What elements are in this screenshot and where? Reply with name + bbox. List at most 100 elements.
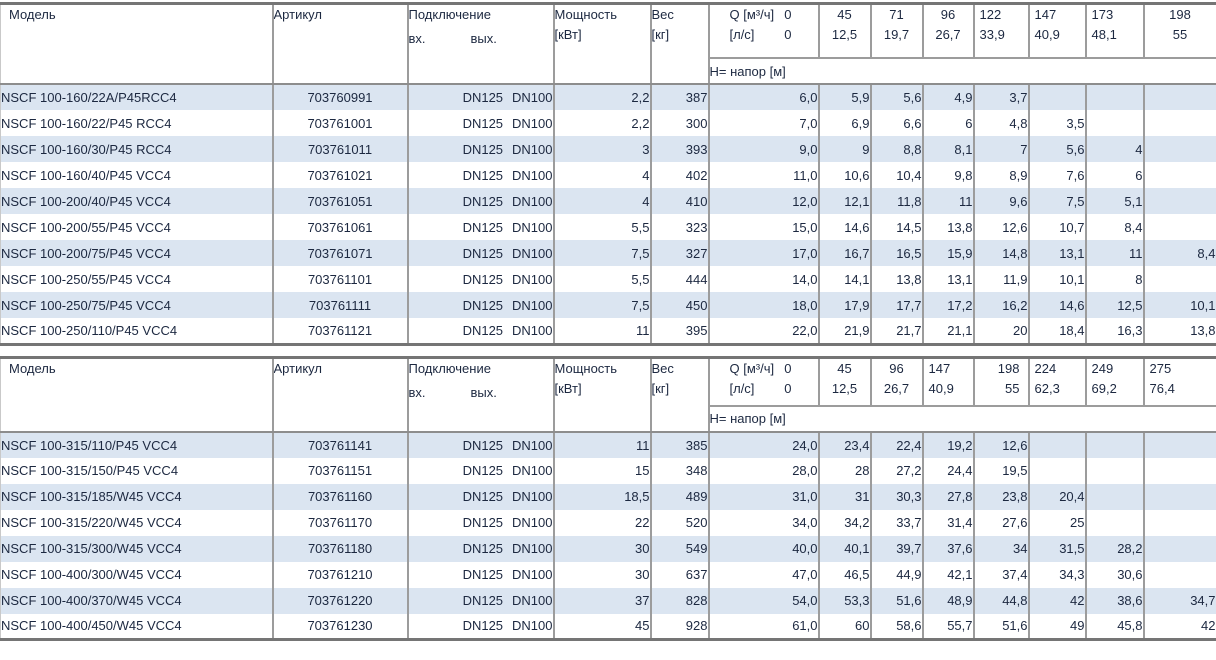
head-value-cell: 61,0	[707, 613, 819, 640]
col-header-model: Модель	[0, 3, 273, 85]
dn-outlet-value: DN100	[512, 245, 553, 261]
q-m3h-zero: 0	[784, 360, 792, 376]
head-value-cell: 12,6	[972, 431, 1029, 458]
head-value-cell: 7,0	[707, 110, 819, 136]
head-value-cell: 9,8	[921, 162, 974, 188]
head-value-cell: 44,9	[869, 561, 923, 588]
model-cell: NSCF 100-200/55/P45 VCC4	[1, 219, 171, 235]
dn-outlet-value: DN100	[512, 297, 553, 313]
head-value-cell: 24,4	[921, 457, 974, 484]
head-value-cell: 8	[1084, 266, 1144, 292]
weight-cell: 387	[649, 84, 709, 110]
power-cell: 45	[552, 613, 651, 640]
head-value-cell: 45,8	[1084, 613, 1144, 640]
q-ls-value: 26,7	[935, 27, 961, 42]
table-row: NSCF 100-315/110/P45 VCC4 703761141 DN125 D…	[0, 431, 1216, 458]
head-value-cell	[1084, 483, 1144, 510]
head-value-cell: 54,0	[707, 587, 819, 614]
head-value-cell: 28	[817, 457, 871, 484]
weight-cell: 393	[649, 136, 709, 162]
article-cell: 703761121	[271, 318, 408, 344]
head-value-cell: 16,7	[817, 240, 871, 266]
table-row: NSCF 100-160/22/P45 RCC4 703761001 DN125 DN…	[1, 110, 1216, 136]
head-value-cell: 22,0	[707, 318, 819, 344]
head-value-cell	[1142, 214, 1216, 240]
dn-outlet-value: DN100	[512, 489, 553, 504]
article-cell: 703761001	[271, 110, 408, 136]
q-point: 122 33,9	[972, 3, 1029, 59]
head-value-cell: 31,5	[1027, 535, 1086, 562]
power-cell: 7,5	[552, 292, 651, 318]
head-value-cell: 7	[972, 136, 1029, 162]
col-header-weight: Вес [кг]	[649, 357, 709, 433]
q-m3h-value: 198	[1169, 7, 1191, 22]
model-cell: NSCF 100-250/75/P45 VCC4	[1, 297, 171, 313]
connection-cell: DN125 DN100	[406, 509, 554, 536]
q-point: 224 62,3	[1027, 357, 1086, 407]
head-value-cell: 60	[817, 613, 871, 640]
head-value-cell: 14,5	[869, 214, 923, 240]
model-cell: NSCF 100-315/150/P45 VCC4	[1, 463, 179, 478]
table-row: NSCF 100-250/110/P45 VCC4 703761121 DN125 D…	[1, 318, 1216, 344]
q-m3h-zero: 0	[784, 7, 792, 22]
dn-outlet-value: DN100	[512, 463, 553, 478]
weight-unit: [кг]	[651, 380, 670, 396]
header-row-head: H= напор [м]	[1, 405, 1216, 433]
col-header-model: Модель	[0, 357, 273, 433]
q-point: 96 26,7	[921, 3, 974, 59]
head-value-cell: 18,4	[1027, 318, 1086, 344]
head-value-cell: 12,5	[1084, 292, 1144, 318]
power-cell: 5,5	[552, 266, 651, 292]
head-value-cell: 33,7	[869, 509, 923, 536]
dn-inlet-value: DN125	[462, 90, 504, 105]
head-value-cell: 34,3	[1027, 561, 1086, 588]
article-cell: 703761210	[271, 561, 408, 588]
head-value-cell: 38,6	[1084, 587, 1144, 614]
head-value-cell: 30,3	[869, 483, 923, 510]
head-value-cell: 7,6	[1027, 162, 1086, 188]
article-cell: 703760991	[271, 84, 408, 110]
head-value-cell: 30,6	[1084, 561, 1144, 588]
model-cell: NSCF 100-160/22A/P45RCC4	[1, 90, 177, 105]
q-m3h-value: 249	[1091, 360, 1114, 376]
head-value-cell: 7,5	[1027, 188, 1086, 214]
head-value-cell: 37,4	[972, 561, 1029, 588]
dn-outlet-value: DN100	[512, 541, 553, 556]
connection-cell: DN125 DN100	[406, 587, 554, 614]
head-value-cell: 44,8	[972, 587, 1029, 614]
head-value-cell: 27,8	[921, 483, 974, 510]
table-row: NSCF 100-250/55/P45 VCC4 703761101 DN125 DN…	[1, 266, 1216, 292]
power-cell: 7,5	[552, 240, 651, 266]
dn-inlet-value: DN125	[462, 193, 504, 209]
dn-outlet-value: DN100	[512, 167, 553, 183]
power-cell: 15	[552, 457, 651, 484]
dn-outlet-value: DN100	[512, 593, 553, 608]
head-value-cell: 25	[1027, 509, 1086, 536]
head-value-cell: 34,7	[1142, 587, 1216, 614]
head-value-cell: 47,0	[707, 561, 819, 588]
head-value-cell	[1142, 110, 1216, 136]
dn-outlet-value: DN100	[512, 322, 553, 338]
table-row: NSCF 100-400/370/W45 VCC4 703761220 DN125 D…	[0, 587, 1216, 614]
article-cell: 703761230	[271, 613, 408, 640]
head-value-cell: 13,8	[1142, 318, 1216, 344]
head-value-cell: 42,1	[921, 561, 974, 588]
power-cell: 2,2	[552, 84, 651, 110]
dn-inlet-value: DN125	[462, 515, 504, 530]
connection-cell: DN125 DN100	[406, 457, 554, 484]
dn-inlet-value: DN125	[462, 489, 504, 504]
head-value-cell: 12,6	[972, 214, 1029, 240]
connection-cell: DN125 DN100	[406, 136, 554, 162]
table-row: NSCF 100-315/185/W45 VCC4 703761160 DN125 D…	[0, 483, 1216, 510]
dn-inlet-value: DN125	[462, 463, 504, 478]
q-m3h-value: 122	[979, 7, 1002, 22]
head-value-cell: 14,1	[817, 266, 871, 292]
head-value-cell: 31,4	[921, 509, 974, 536]
model-cell: NSCF 100-200/40/P45 VCC4	[1, 193, 171, 209]
col-header-power: Мощность [кВт]	[552, 3, 651, 85]
head-value-cell: 13,1	[1027, 240, 1086, 266]
q-flow-header: Q [м³/ч] 0 [л/с] 0	[707, 357, 819, 407]
q-m3h-value: 45	[837, 7, 852, 22]
head-value-cell: 6,6	[869, 110, 923, 136]
q-m3h-value: 173	[1091, 7, 1114, 22]
